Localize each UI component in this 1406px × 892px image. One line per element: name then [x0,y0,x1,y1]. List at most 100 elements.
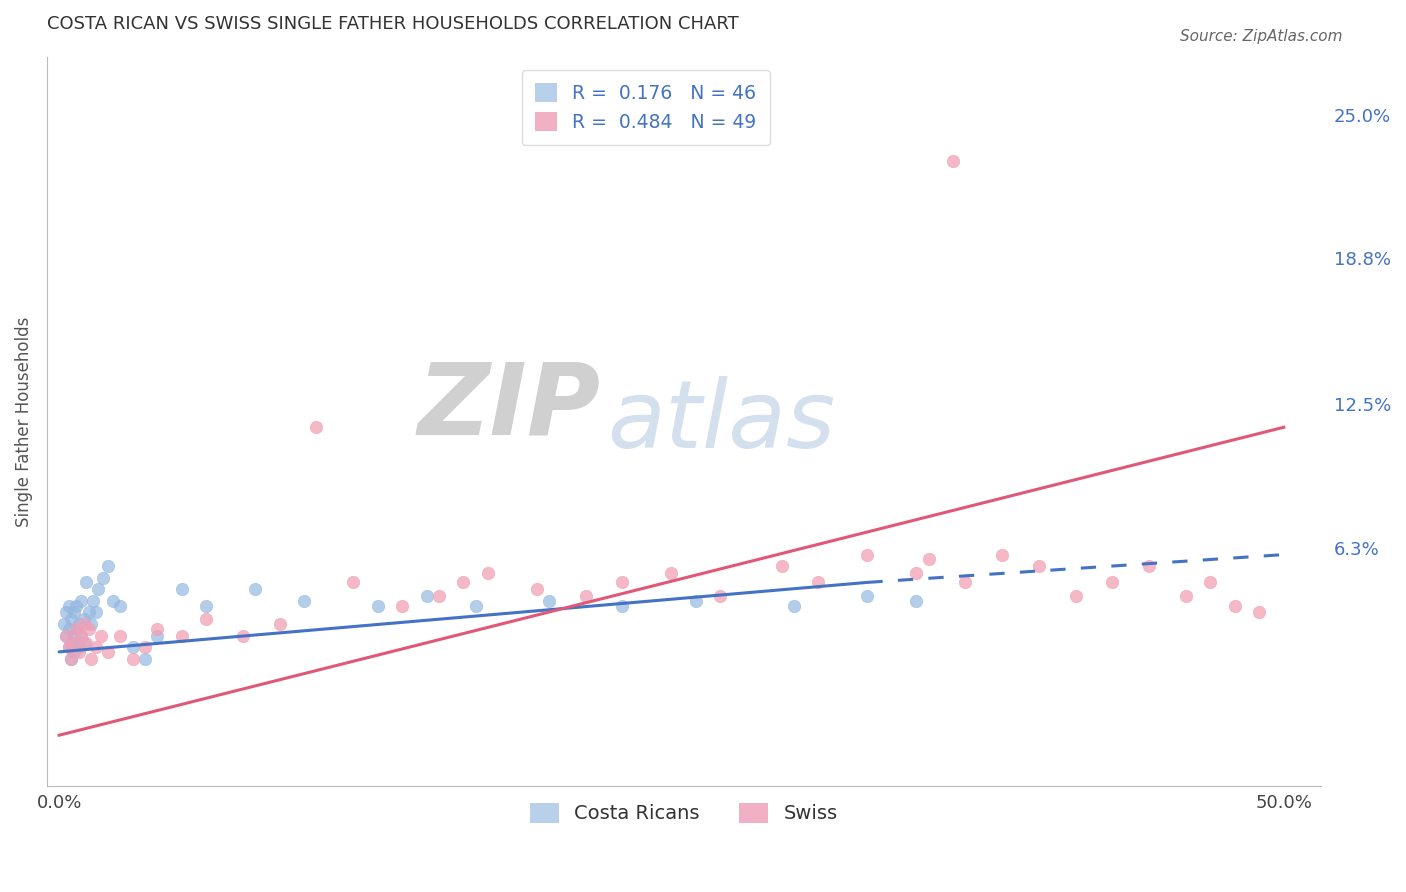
Point [67,640,90,655]
Point [72,635,94,649]
Point [134,652,156,666]
Point [84,606,107,620]
Point [146,622,169,636]
Point [121,652,143,666]
Point [537,594,560,608]
Point [63,606,86,620]
Point [905,566,928,581]
Point [110,599,132,613]
Point [477,566,499,581]
Point [80,652,103,666]
Point [63,635,86,649]
Point [55,606,77,620]
Text: COSTA RICAN VS SWISS SINGLE FATHER HOUSEHOLDS CORRELATION CHART: COSTA RICAN VS SWISS SINGLE FATHER HOUSE… [46,15,738,33]
Point [60,612,83,626]
Y-axis label: Single Father Households: Single Father Households [15,317,32,526]
Point [72,612,94,626]
Point [110,629,132,643]
Point [70,629,93,643]
Point [67,617,90,632]
Point [70,594,93,608]
Point [807,575,830,590]
Point [60,652,83,666]
Point [526,582,548,597]
Point [170,582,193,597]
Point [170,629,193,643]
Point [453,575,475,590]
Point [195,612,218,626]
Point [58,599,80,613]
Point [1137,559,1160,574]
Point [77,622,100,636]
Point [70,629,93,643]
Point [427,589,450,603]
Point [97,645,120,659]
Text: ZIP: ZIP [418,359,600,456]
Point [53,617,76,632]
Point [63,629,86,643]
Point [87,582,110,597]
Point [1101,575,1123,590]
Point [367,599,389,613]
Point [121,640,143,655]
Point [292,594,315,608]
Point [146,629,169,643]
Point [1028,559,1050,574]
Point [72,617,94,632]
Point [991,548,1014,562]
Point [97,559,120,574]
Point [77,606,100,620]
Point [91,571,114,585]
Point [65,622,87,636]
Point [955,575,977,590]
Point [55,629,77,643]
Point [243,582,266,597]
Point [58,640,80,655]
Point [63,645,86,659]
Point [770,559,793,574]
Point [84,640,107,655]
Point [415,589,437,603]
Point [65,622,87,636]
Text: atlas: atlas [607,376,835,467]
Point [75,575,97,590]
Point [58,640,80,655]
Point [58,622,80,636]
Point [612,599,634,613]
Point [661,566,683,581]
Point [305,420,328,434]
Point [856,589,879,603]
Point [1199,575,1222,590]
Point [134,640,156,655]
Point [709,589,731,603]
Point [101,594,124,608]
Legend: Costa Ricans, Swiss: Costa Ricans, Swiss [522,795,845,831]
Point [60,652,83,666]
Point [917,552,939,566]
Point [391,599,413,613]
Point [232,629,254,643]
Point [90,629,112,643]
Point [464,599,486,613]
Point [269,617,291,632]
Text: Source: ZipAtlas.com: Source: ZipAtlas.com [1180,29,1343,45]
Point [1064,589,1087,603]
Point [1174,589,1197,603]
Point [856,548,879,562]
Point [342,575,364,590]
Point [75,635,97,649]
Point [1223,599,1246,613]
Point [67,645,90,659]
Point [82,594,104,608]
Point [905,594,928,608]
Point [942,153,965,168]
Point [783,599,806,613]
Point [575,589,598,603]
Point [195,599,218,613]
Point [65,599,87,613]
Point [685,594,707,608]
Point [80,617,103,632]
Point [55,629,77,643]
Point [60,635,83,649]
Point [1249,606,1271,620]
